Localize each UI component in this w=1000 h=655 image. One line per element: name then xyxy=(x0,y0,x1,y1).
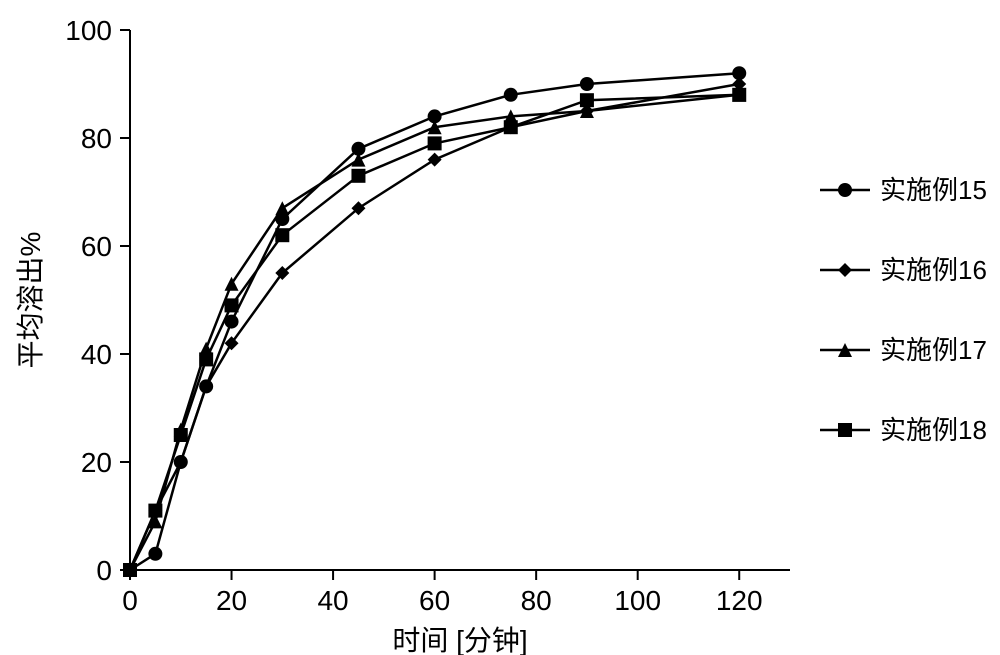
svg-text:0: 0 xyxy=(96,555,112,586)
svg-text:120: 120 xyxy=(716,585,763,616)
svg-text:平均溶出%: 平均溶出% xyxy=(15,232,46,369)
svg-text:40: 40 xyxy=(317,585,348,616)
svg-text:60: 60 xyxy=(81,231,112,262)
svg-text:0: 0 xyxy=(122,585,138,616)
svg-text:时间 [分钟]: 时间 [分钟] xyxy=(392,625,527,655)
svg-text:60: 60 xyxy=(419,585,450,616)
svg-text:20: 20 xyxy=(216,585,247,616)
svg-text:80: 80 xyxy=(521,585,552,616)
svg-text:80: 80 xyxy=(81,123,112,154)
dissolution-chart: 0 20 40 60 80 100 0 20 40 60 80 100 120 时间 [分钟] 平均溶出% 实… xyxy=(0,0,1000,655)
svg-text:100: 100 xyxy=(65,15,112,46)
svg-text:实施例17: 实施例17 xyxy=(880,335,987,365)
svg-text:20: 20 xyxy=(81,447,112,478)
svg-text:实施例16: 实施例16 xyxy=(880,255,987,285)
svg-text:100: 100 xyxy=(614,585,661,616)
svg-text:实施例15: 实施例15 xyxy=(880,175,987,205)
svg-text:实施例18: 实施例18 xyxy=(880,415,987,445)
chart-svg: 0 20 40 60 80 100 0 20 40 60 80 100 120 时间 [分钟] 平均溶出% 实… xyxy=(0,0,1000,655)
svg-text:40: 40 xyxy=(81,339,112,370)
